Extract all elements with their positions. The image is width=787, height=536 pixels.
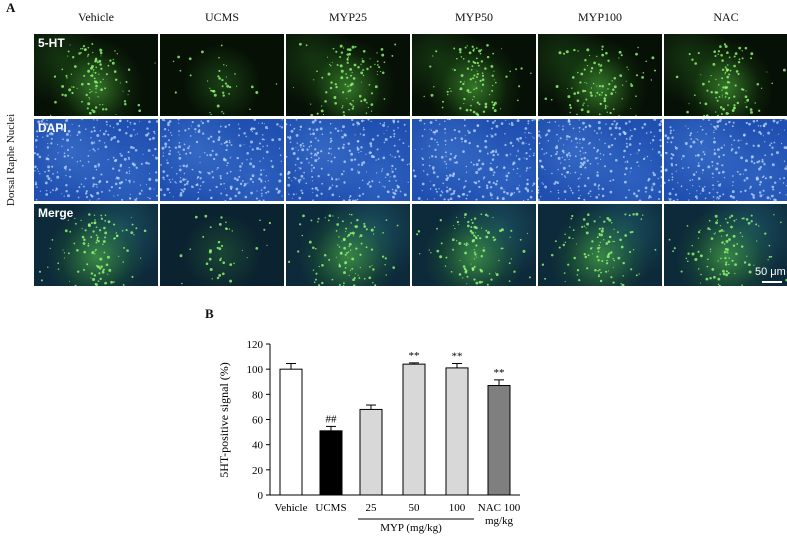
micrograph-merge-ucms — [160, 204, 284, 286]
nac-unit-label: mg/kg — [485, 515, 514, 527]
micrograph-dapi-ucms — [160, 119, 284, 201]
micrograph-5-ht-ucms — [160, 34, 284, 116]
column-label-nac: NAC — [713, 10, 739, 24]
scale-bar-label: 50 μm — [755, 266, 786, 278]
column-label-ucms: UCMS — [204, 10, 239, 24]
column-label-vehicle: Vehicle — [78, 10, 114, 24]
y-tick-label-100: 100 — [247, 364, 264, 376]
group-label-myp: MYP (mg/kg) — [380, 522, 442, 534]
row-label-5-ht: 5-HT — [38, 36, 65, 50]
micrograph-5-ht-myp50 — [412, 34, 536, 116]
x-tick-label-1: Vehicle — [275, 502, 308, 514]
y-tick-label-20: 20 — [252, 465, 264, 477]
bar-4 — [402, 363, 426, 496]
significance-label-6: ** — [494, 367, 505, 379]
significance-label-2: ## — [326, 413, 338, 425]
panel-b-letter: B — [205, 306, 214, 321]
micrograph-dapi-myp50 — [412, 119, 536, 201]
y-tick-label-120: 120 — [247, 339, 264, 351]
micrograph-dapi-myp25 — [286, 119, 410, 201]
panel-a-letter: A — [6, 0, 16, 15]
micrograph-merge-nac — [664, 204, 787, 286]
micrograph-5-ht-vehicle: 5-HT — [34, 34, 158, 116]
y-tick-label-40: 40 — [252, 440, 264, 452]
significance-label-4: ** — [409, 350, 420, 362]
micrograph-merge-myp100 — [538, 204, 662, 286]
x-tick-label-3: 25 — [366, 502, 378, 514]
micrograph-5-ht-nac — [664, 34, 787, 116]
y-tick-label-60: 60 — [252, 415, 264, 427]
micrograph-dapi-nac — [664, 119, 787, 201]
bar-1 — [279, 368, 303, 496]
column-label-myp100: MYP100 — [577, 10, 622, 24]
micrograph-5-ht-myp100 — [538, 34, 662, 116]
micrograph-merge-myp50 — [412, 204, 536, 286]
column-label-myp25: MYP25 — [328, 10, 367, 24]
row-label-merge: Merge — [38, 206, 74, 220]
bar-2 — [319, 430, 343, 496]
y-axis-label: 5HT-positive signal (%) — [217, 362, 231, 478]
row-axis-label-text: Dorsal Raphe Nuclei — [5, 113, 17, 207]
significance-label-5: ** — [452, 351, 463, 363]
bar-3 — [359, 408, 383, 496]
y-tick-label-80: 80 — [252, 389, 264, 401]
micrograph-5-ht-myp25 — [286, 34, 410, 116]
row-label-dapi: DAPI — [38, 121, 67, 135]
micrograph-merge-vehicle: Merge — [34, 204, 158, 286]
micrograph-dapi-myp100 — [538, 119, 662, 201]
x-tick-label-6: NAC 100 — [478, 502, 521, 514]
x-tick-label-4: 50 — [409, 502, 421, 514]
x-tick-label-2: UCMS — [315, 502, 346, 514]
column-label-myp50: MYP50 — [454, 10, 493, 24]
row-axis-label: Dorsal Raphe Nuclei — [4, 100, 18, 220]
bar-5 — [445, 367, 469, 496]
y-tick-label-0: 0 — [258, 490, 264, 502]
micrograph-merge-myp25 — [286, 204, 410, 286]
bar-6 — [487, 385, 511, 496]
micrograph-dapi-vehicle: DAPI — [34, 119, 158, 201]
x-tick-label-5: 100 — [449, 502, 466, 514]
scale-bar — [762, 281, 782, 283]
